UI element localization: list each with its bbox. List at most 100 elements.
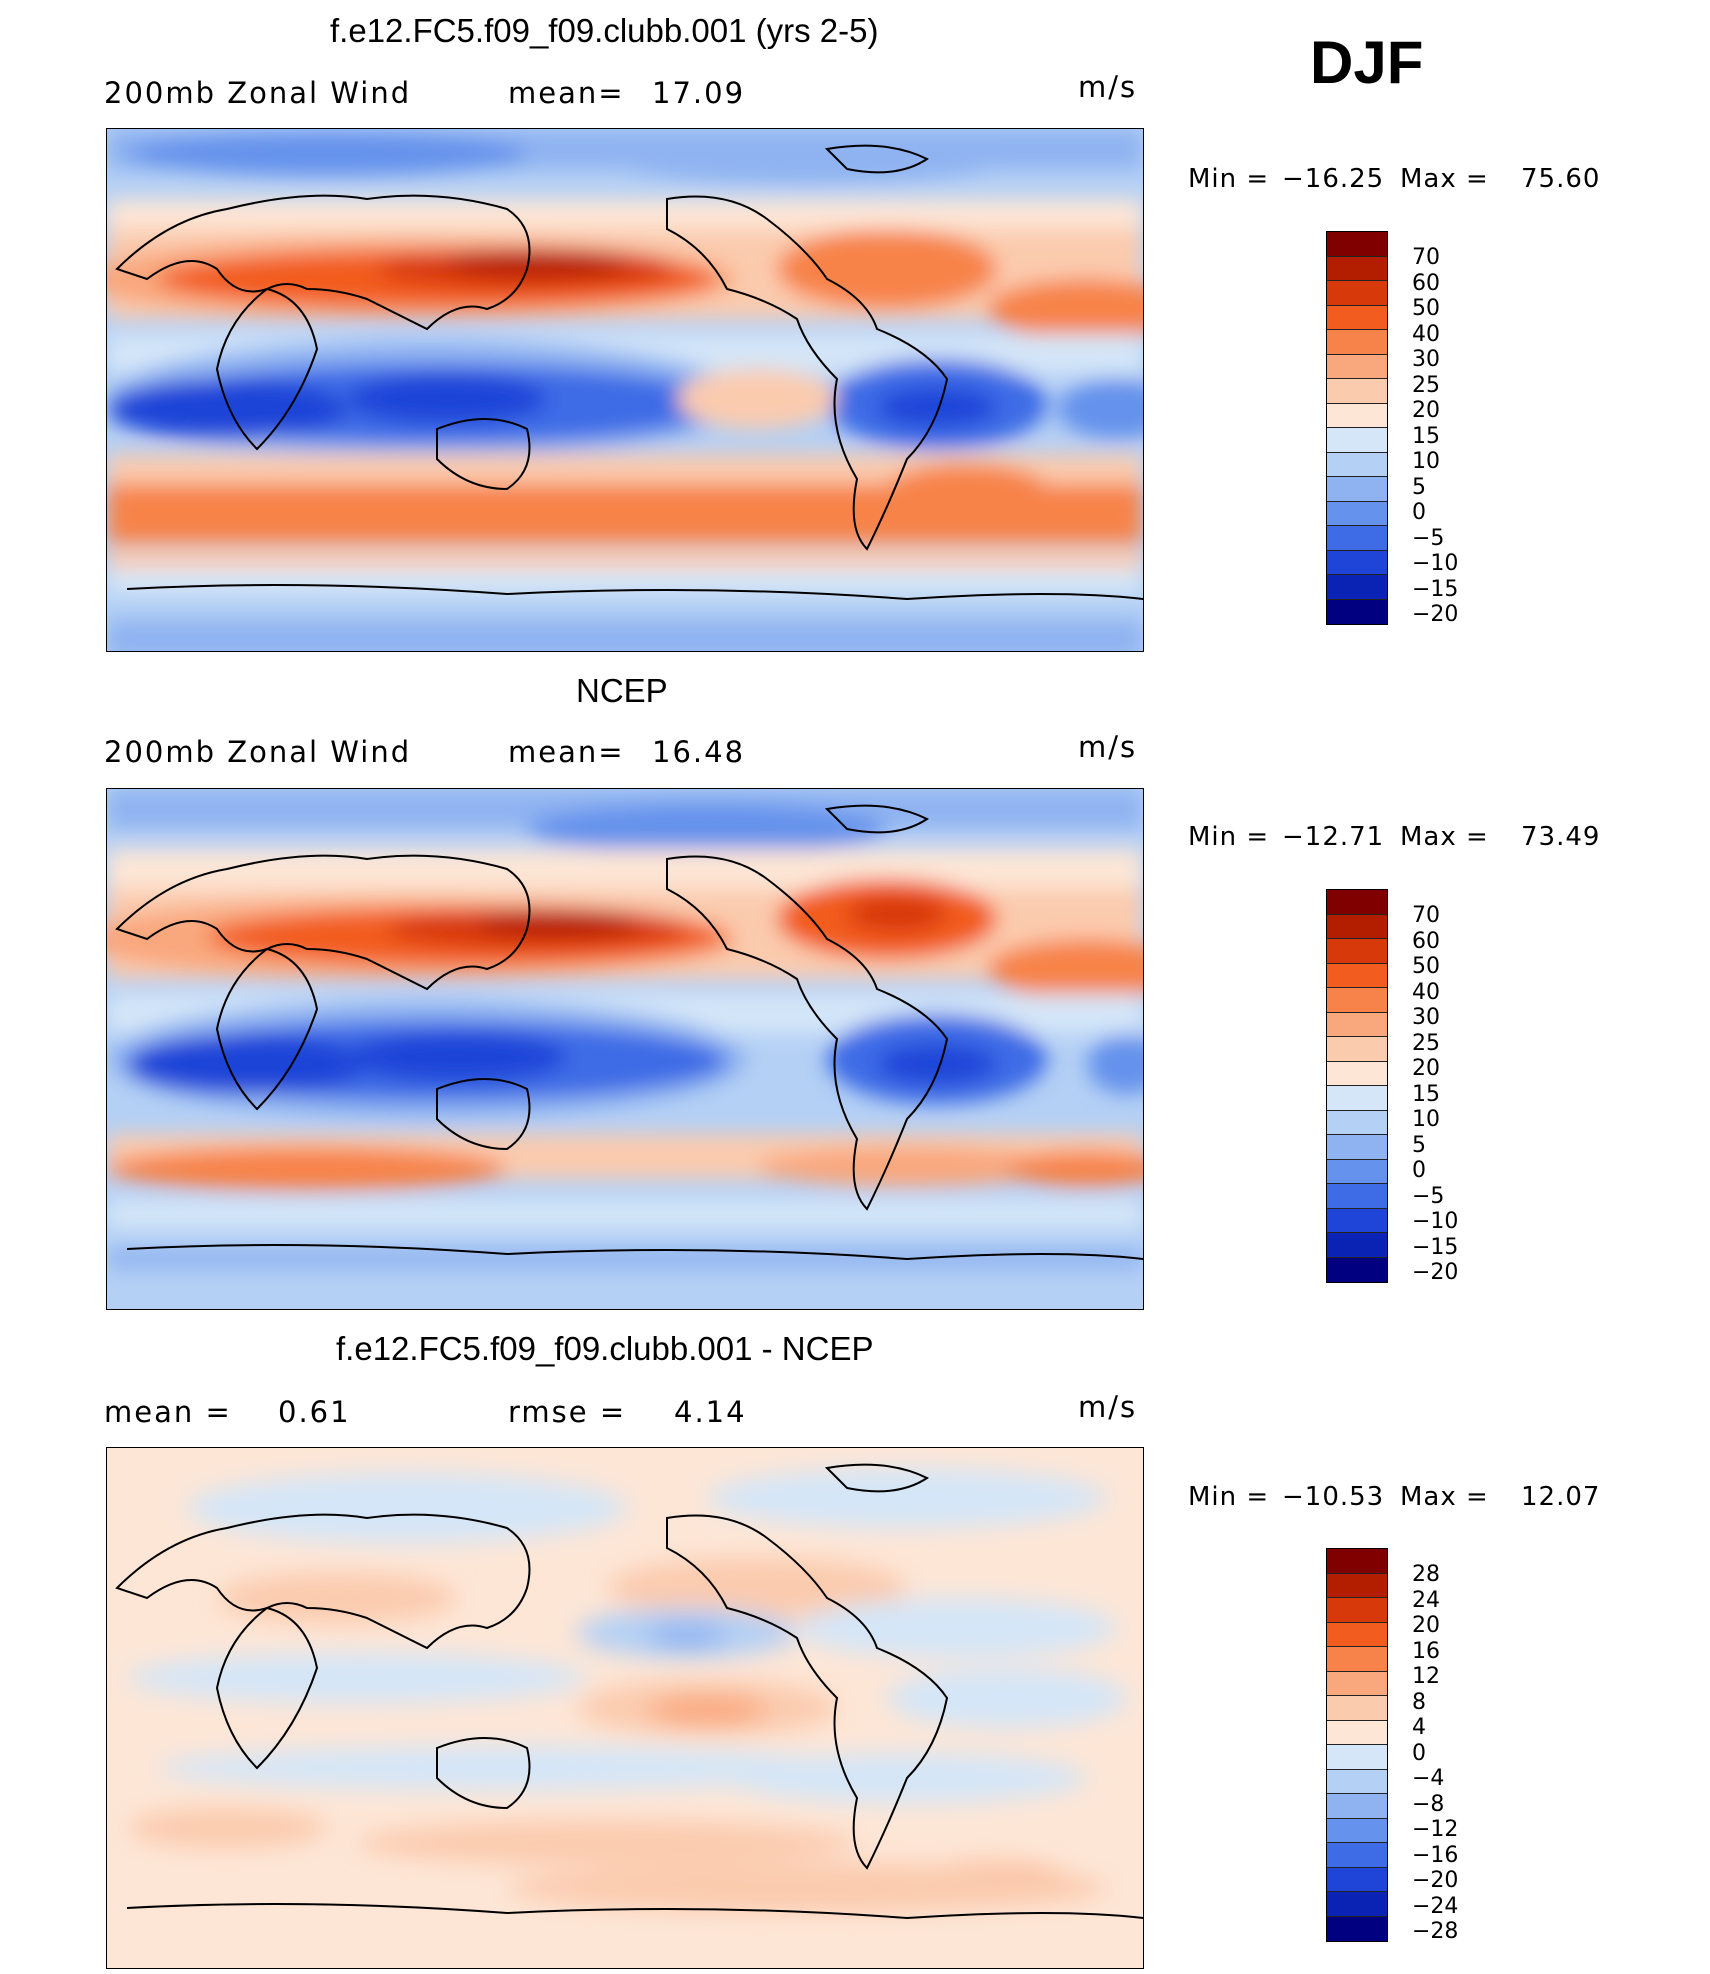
- panel3-coastlines: [115, 1463, 1143, 1920]
- panel3-max-label: Max =: [1400, 1482, 1489, 1512]
- panel2-max-value: 73.49: [1521, 822, 1601, 852]
- panel2-tick: 0: [1412, 1158, 1426, 1183]
- panel1-tick: −10: [1412, 551, 1459, 576]
- panel3-title: f.e12.FC5.f09_f09.clubb.001 - NCEP: [336, 1330, 874, 1367]
- panel2-tick: 5: [1412, 1132, 1426, 1158]
- panel1-tick: 70: [1412, 245, 1440, 270]
- colorbar-swatch: [1327, 1549, 1387, 1574]
- season-label: DJF: [1310, 29, 1424, 96]
- panel1-mean-label: mean=: [508, 76, 625, 110]
- panel2-tick: −5: [1412, 1183, 1445, 1209]
- panel1-colorbar: [1326, 231, 1388, 625]
- panel2-tick: −10: [1412, 1209, 1459, 1234]
- colorbar-swatch: [1327, 1257, 1387, 1282]
- colorbar-swatch: [1327, 403, 1387, 428]
- panel2-min-value: −12.71: [1282, 822, 1385, 852]
- panel2-colorbar: [1326, 889, 1388, 1283]
- panel3-tick: −12: [1412, 1817, 1459, 1842]
- panel3-tick: −4: [1412, 1766, 1445, 1791]
- panel1-tick: 25: [1412, 372, 1440, 398]
- panel1-max-label: Max =: [1400, 164, 1489, 194]
- colorbar-swatch: [1327, 890, 1387, 915]
- panel2-tick: 10: [1412, 1107, 1440, 1132]
- panel1-tick: 60: [1412, 270, 1440, 296]
- panel3-mean-value: 0.61: [278, 1395, 351, 1429]
- panel2-tick: 15: [1412, 1081, 1440, 1107]
- panel3-units: m/s: [1078, 1390, 1138, 1424]
- colorbar-swatch: [1327, 1867, 1387, 1892]
- colorbar-swatch: [1327, 1037, 1387, 1062]
- colorbar-swatch: [1327, 281, 1387, 306]
- colorbar-swatch: [1327, 1061, 1387, 1086]
- colorbar-swatch: [1327, 330, 1387, 355]
- colorbar-swatch: [1327, 1184, 1387, 1209]
- panel1-min-label: Min =: [1188, 164, 1270, 194]
- colorbar-swatch: [1327, 1892, 1387, 1917]
- colorbar-swatch: [1327, 1843, 1387, 1868]
- panel3-tick: −20: [1412, 1868, 1459, 1893]
- panel3-tick: −16: [1412, 1842, 1459, 1868]
- panel1-variable-label: 200mb Zonal Wind: [104, 76, 412, 110]
- panel1-coastlines: [115, 144, 1143, 601]
- panel3-rmse-value: 4.14: [674, 1395, 747, 1429]
- panel2-tick: 60: [1412, 928, 1440, 954]
- panel3-min-label: Min =: [1188, 1482, 1270, 1512]
- panel3-min-value: −10.53: [1282, 1482, 1385, 1512]
- panel1-title: f.e12.FC5.f09_f09.clubb.001 (yrs 2-5): [330, 12, 879, 49]
- panel1-tick: 10: [1412, 449, 1440, 474]
- colorbar-swatch: [1327, 256, 1387, 281]
- panel1-tick: 40: [1412, 321, 1440, 347]
- colorbar-swatch: [1327, 939, 1387, 964]
- colorbar-swatch: [1327, 988, 1387, 1013]
- panel2-units: m/s: [1078, 730, 1138, 764]
- colorbar-swatch: [1327, 1012, 1387, 1037]
- colorbar-swatch: [1327, 232, 1387, 257]
- panel2-tick: 70: [1412, 903, 1440, 928]
- panel3-colorbar: [1326, 1548, 1388, 1942]
- panel1-mean-value: 17.09: [652, 76, 746, 110]
- panel2-mean-value: 16.48: [652, 735, 746, 769]
- colorbar-swatch: [1327, 1818, 1387, 1843]
- panel1-tick: 5: [1412, 474, 1426, 500]
- colorbar-swatch: [1327, 428, 1387, 453]
- panel1-tick: 0: [1412, 500, 1426, 525]
- colorbar-swatch: [1327, 477, 1387, 502]
- colorbar-swatch: [1327, 1794, 1387, 1819]
- panel2-coastlines: [115, 804, 1143, 1261]
- panel1-tick: −15: [1412, 576, 1459, 602]
- panel3-map: [106, 1447, 1144, 1969]
- panel1-tick: 20: [1412, 398, 1440, 423]
- panel2-tick: −15: [1412, 1234, 1459, 1260]
- colorbar-swatch: [1327, 1208, 1387, 1233]
- panel1-tick: 15: [1412, 423, 1440, 449]
- panel3-tick: 8: [1412, 1689, 1426, 1715]
- colorbar-swatch: [1327, 1110, 1387, 1135]
- panel2-max-label: Max =: [1400, 822, 1489, 852]
- panel3-tick: −24: [1412, 1893, 1459, 1919]
- colorbar-swatch: [1327, 1159, 1387, 1184]
- colorbar-swatch: [1327, 354, 1387, 379]
- panel3-mean-label: mean =: [104, 1395, 232, 1429]
- colorbar-swatch: [1327, 1135, 1387, 1160]
- colorbar-swatch: [1327, 305, 1387, 330]
- panel2-variable-label: 200mb Zonal Wind: [104, 735, 412, 769]
- colorbar-swatch: [1327, 1916, 1387, 1941]
- panel3-tick: 16: [1412, 1638, 1440, 1664]
- panel1-max-value: 75.60: [1521, 164, 1601, 194]
- colorbar-swatch: [1327, 1573, 1387, 1598]
- panel3-tick: 4: [1412, 1715, 1426, 1740]
- panel3-tick: 12: [1412, 1664, 1440, 1689]
- panel3-rmse-label: rmse =: [508, 1395, 627, 1429]
- panel1-tick: −20: [1412, 602, 1459, 627]
- colorbar-swatch: [1327, 526, 1387, 551]
- colorbar-swatch: [1327, 1598, 1387, 1623]
- colorbar-swatch: [1327, 1671, 1387, 1696]
- colorbar-swatch: [1327, 963, 1387, 988]
- panel2-tick: 50: [1412, 954, 1440, 979]
- colorbar-swatch: [1327, 575, 1387, 600]
- colorbar-swatch: [1327, 1769, 1387, 1794]
- panel3-tick: −28: [1412, 1919, 1459, 1944]
- colorbar-swatch: [1327, 1720, 1387, 1745]
- panel2-min-label: Min =: [1188, 822, 1270, 852]
- panel2-tick: −20: [1412, 1260, 1459, 1285]
